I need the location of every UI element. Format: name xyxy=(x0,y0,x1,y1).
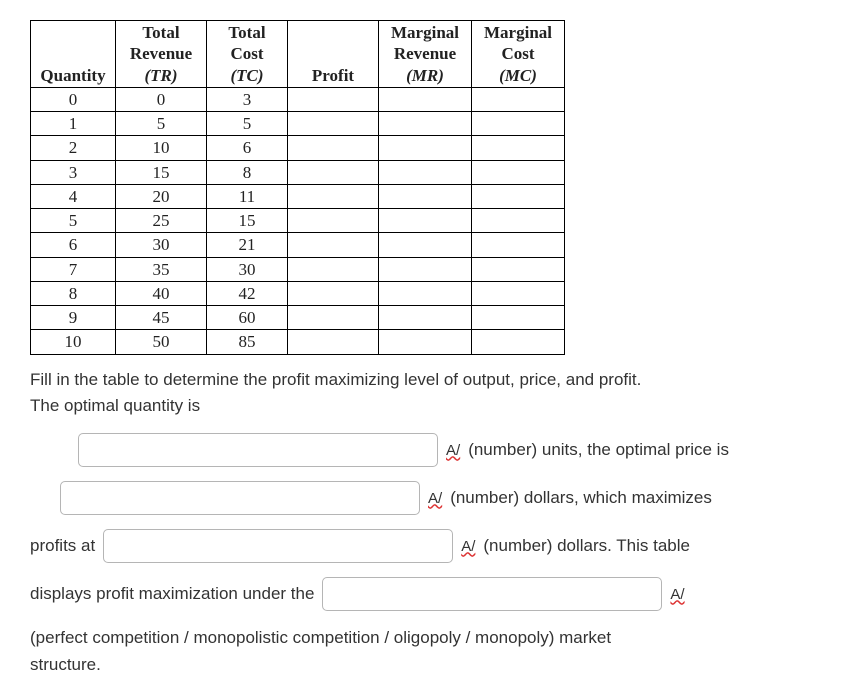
cell-mr xyxy=(379,306,472,330)
cell-tr: 30 xyxy=(116,233,207,257)
label-dollars-price: (number) dollars, which maximizes xyxy=(450,485,712,511)
header-marginal-cost: Marginal Cost(MC) xyxy=(472,21,565,88)
cell-mc xyxy=(472,160,565,184)
table-row: 105085 xyxy=(31,330,565,354)
cell-mc xyxy=(472,209,565,233)
cell-tr: 50 xyxy=(116,330,207,354)
cell-q: 9 xyxy=(31,306,116,330)
cell-mc xyxy=(472,112,565,136)
cell-mr xyxy=(379,281,472,305)
cell-mr xyxy=(379,209,472,233)
cell-p xyxy=(288,184,379,208)
label-displays: displays profit maximization under the xyxy=(30,581,314,607)
spellcheck-icon: A/ xyxy=(428,487,442,510)
cell-p xyxy=(288,281,379,305)
cell-tr: 5 xyxy=(116,112,207,136)
input-market-structure[interactable] xyxy=(322,577,662,611)
cell-mr xyxy=(379,136,472,160)
cell-tr: 35 xyxy=(116,257,207,281)
cell-tc: 8 xyxy=(207,160,288,184)
cell-mc xyxy=(472,257,565,281)
cell-tc: 60 xyxy=(207,306,288,330)
cell-tr: 10 xyxy=(116,136,207,160)
cell-tr: 0 xyxy=(116,87,207,111)
cell-q: 0 xyxy=(31,87,116,111)
cell-mr xyxy=(379,112,472,136)
table-row: 94560 xyxy=(31,306,565,330)
input-profit[interactable] xyxy=(103,529,453,563)
cell-q: 4 xyxy=(31,184,116,208)
cell-mr xyxy=(379,184,472,208)
cell-tc: 3 xyxy=(207,87,288,111)
cell-mr xyxy=(379,257,472,281)
cell-tr: 45 xyxy=(116,306,207,330)
table-row: 3158 xyxy=(31,160,565,184)
cell-tc: 5 xyxy=(207,112,288,136)
spellcheck-icon: A/ xyxy=(670,583,684,606)
cell-tc: 21 xyxy=(207,233,288,257)
table-row: 003 xyxy=(31,87,565,111)
cell-p xyxy=(288,306,379,330)
table-row: 52515 xyxy=(31,209,565,233)
data-table: Quantity Total Revenue(TR) Total Cost(TC… xyxy=(30,20,565,355)
label-options: (perfect competition / monopolistic comp… xyxy=(30,625,838,678)
header-total-revenue: Total Revenue(TR) xyxy=(116,21,207,88)
table-row: 73530 xyxy=(31,257,565,281)
header-total-cost: Total Cost(TC) xyxy=(207,21,288,88)
table-row: 63021 xyxy=(31,233,565,257)
cell-tc: 85 xyxy=(207,330,288,354)
table-row: 155 xyxy=(31,112,565,136)
cell-mc xyxy=(472,184,565,208)
cell-p xyxy=(288,209,379,233)
cell-mc xyxy=(472,306,565,330)
cell-q: 6 xyxy=(31,233,116,257)
cell-p xyxy=(288,160,379,184)
cell-p xyxy=(288,257,379,281)
cell-q: 5 xyxy=(31,209,116,233)
cell-tc: 15 xyxy=(207,209,288,233)
label-profits-at: profits at xyxy=(30,533,95,559)
cell-p xyxy=(288,233,379,257)
cell-q: 2 xyxy=(31,136,116,160)
cell-q: 8 xyxy=(31,281,116,305)
cell-q: 7 xyxy=(31,257,116,281)
table-row: 42011 xyxy=(31,184,565,208)
cell-tr: 40 xyxy=(116,281,207,305)
input-price[interactable] xyxy=(60,481,420,515)
cell-mc xyxy=(472,233,565,257)
cell-tc: 30 xyxy=(207,257,288,281)
cell-mr xyxy=(379,160,472,184)
cell-tr: 20 xyxy=(116,184,207,208)
instruction-text: Fill in the table to determine the profi… xyxy=(30,367,838,420)
cell-tc: 11 xyxy=(207,184,288,208)
label-dollars-profit: (number) dollars. This table xyxy=(483,533,690,559)
cell-mr xyxy=(379,87,472,111)
table-row: 84042 xyxy=(31,281,565,305)
cell-q: 10 xyxy=(31,330,116,354)
cell-tc: 42 xyxy=(207,281,288,305)
cell-q: 3 xyxy=(31,160,116,184)
cell-mc xyxy=(472,87,565,111)
cell-p xyxy=(288,136,379,160)
cell-p xyxy=(288,112,379,136)
cell-mr xyxy=(379,330,472,354)
header-profit: Profit xyxy=(288,21,379,88)
cell-mc xyxy=(472,330,565,354)
cell-tc: 6 xyxy=(207,136,288,160)
cell-tr: 15 xyxy=(116,160,207,184)
spellcheck-icon: A/ xyxy=(461,535,475,558)
cell-p xyxy=(288,330,379,354)
cell-q: 1 xyxy=(31,112,116,136)
cell-mr xyxy=(379,233,472,257)
header-quantity: Quantity xyxy=(31,21,116,88)
label-units: (number) units, the optimal price is xyxy=(468,437,729,463)
spellcheck-icon: A/ xyxy=(446,439,460,462)
cell-mc xyxy=(472,136,565,160)
cell-mc xyxy=(472,281,565,305)
header-marginal-revenue: Marginal Revenue(MR) xyxy=(379,21,472,88)
input-quantity[interactable] xyxy=(78,433,438,467)
cell-p xyxy=(288,87,379,111)
cell-tr: 25 xyxy=(116,209,207,233)
table-row: 2106 xyxy=(31,136,565,160)
